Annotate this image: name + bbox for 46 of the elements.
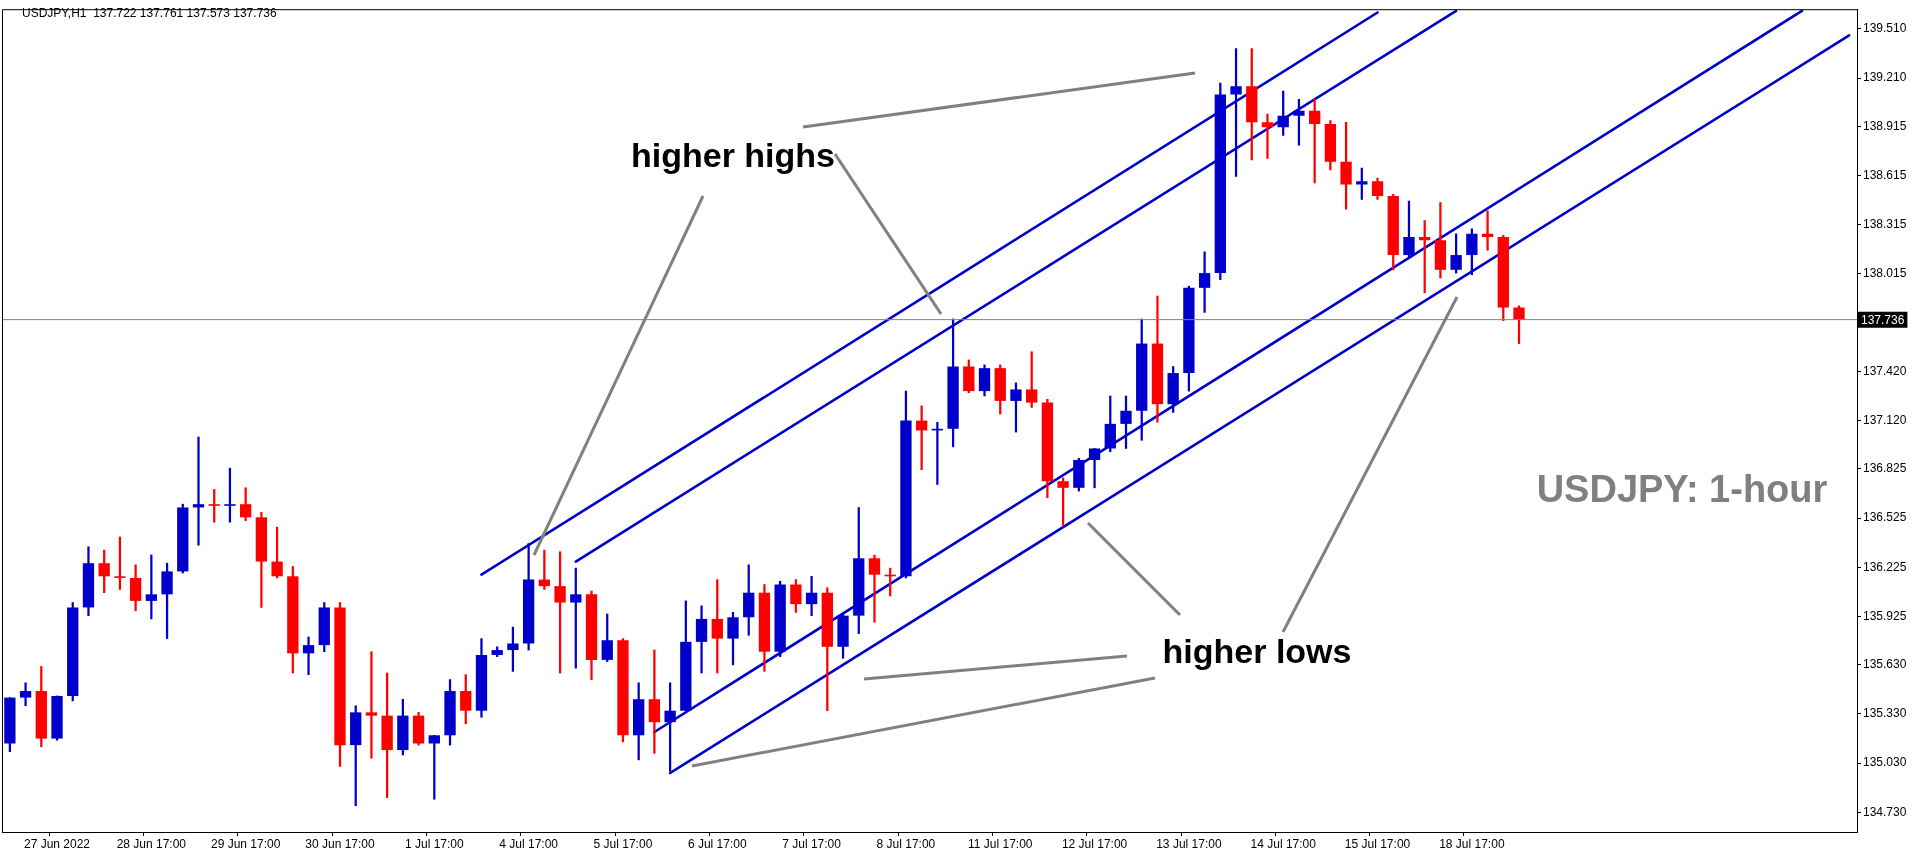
candlestick xyxy=(19,682,32,707)
candlestick xyxy=(1198,251,1211,313)
y-tick-label: 138.315 xyxy=(1863,217,1907,232)
text: USDJPY: 1-hour xyxy=(1536,467,1828,511)
candlestick xyxy=(1088,448,1101,489)
y-tick-label: 137.120 xyxy=(1863,412,1907,427)
x-tick-label: 6 Jul 17:00 xyxy=(687,836,747,850)
candlestick xyxy=(1261,113,1274,159)
x-tick-label: 7 Jul 17:00 xyxy=(782,836,842,850)
candlestick xyxy=(302,636,315,675)
y-tick-label: 135.630 xyxy=(1863,657,1907,672)
annotation: higher highs xyxy=(631,135,835,175)
x-tick-label: 11 Jul 17:00 xyxy=(967,836,1033,850)
candlestick xyxy=(365,651,378,759)
y-tick-label: 138.015 xyxy=(1863,266,1907,281)
x-tick-label: 30 Jun 17:00 xyxy=(305,836,375,850)
x-tick-label: 27 Jun 2022 xyxy=(23,836,91,850)
x-tick-label: 15 Jul 17:00 xyxy=(1344,836,1411,850)
y-tick-label: 135.925 xyxy=(1863,608,1907,623)
y-tick-label: 135.030 xyxy=(1863,755,1907,770)
y-tick-label: 138.915 xyxy=(1863,118,1907,133)
y-tick-label: 139.510 xyxy=(1863,21,1907,36)
x-tick-label: 29 Jun 17:00 xyxy=(210,836,281,850)
x-tick-label: 13 Jul 17:00 xyxy=(1156,836,1222,850)
candlestick xyxy=(868,554,881,623)
x-tick-label: 18 Jul 17:00 xyxy=(1439,836,1505,850)
x-tick-label: 1 Jul 17:00 xyxy=(404,836,464,850)
x-tick-label: 28 Jun 17:00 xyxy=(116,836,187,850)
y-tick-label: 135.330 xyxy=(1863,706,1907,721)
candlestick xyxy=(805,575,818,616)
x-tick-label: 14 Jul 17:00 xyxy=(1250,836,1317,850)
chart-title: USDJPY,H1 137.722 137.761 137.573 137.736 xyxy=(22,6,277,20)
annotation: higher lows xyxy=(1162,631,1352,671)
y-tick-label: 137.420 xyxy=(1863,363,1907,378)
ref-line-label: 137.736 xyxy=(1861,312,1905,327)
candlestick xyxy=(648,649,661,754)
x-tick-label: 5 Jul 17:00 xyxy=(593,836,653,850)
y-tick-label: 138.615 xyxy=(1863,167,1907,182)
y-tick-label: 134.730 xyxy=(1863,804,1907,819)
x-tick-label: 8 Jul 17:00 xyxy=(876,836,936,850)
y-tick-label: 136.525 xyxy=(1863,510,1907,525)
x-tick-label: 4 Jul 17:00 xyxy=(499,836,559,850)
x-tick-label: 12 Jul 17:00 xyxy=(1061,836,1128,850)
y-tick-label: 136.825 xyxy=(1863,461,1907,476)
y-tick-label: 139.210 xyxy=(1863,70,1907,85)
y-tick-label: 136.225 xyxy=(1863,559,1907,574)
